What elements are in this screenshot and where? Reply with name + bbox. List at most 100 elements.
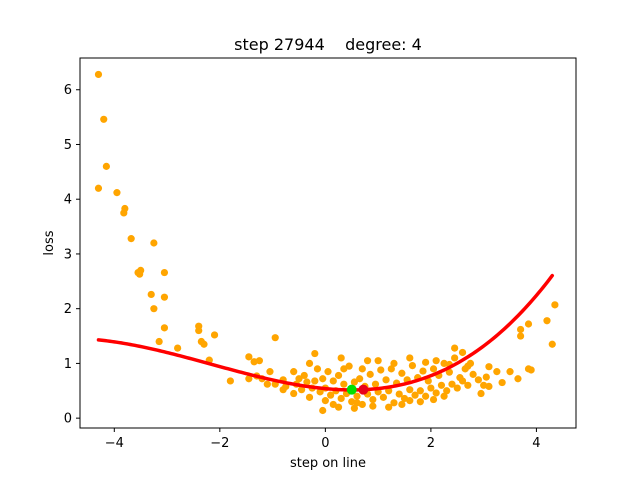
fit-curve xyxy=(96,273,555,392)
scatter-point xyxy=(305,393,314,401)
scatter-point xyxy=(350,404,358,412)
scatter-point xyxy=(448,380,456,388)
scatter-point xyxy=(150,305,158,313)
scatter-point xyxy=(363,357,372,365)
scatter-point xyxy=(416,398,424,406)
y-tick-label: 1 xyxy=(64,357,72,372)
scatter-point xyxy=(543,317,551,325)
scatter-point xyxy=(374,357,382,365)
scatter-point xyxy=(422,392,430,400)
scatter-point xyxy=(324,368,332,376)
scatter-point xyxy=(395,390,403,398)
scatter-point xyxy=(411,391,419,399)
scatter-point xyxy=(113,189,121,197)
scatter-point xyxy=(100,115,108,123)
scatter-point xyxy=(329,400,337,409)
scatter-point xyxy=(517,332,525,340)
scatter-point xyxy=(445,368,453,376)
axes-frame xyxy=(79,57,577,429)
scatter-point xyxy=(279,386,287,394)
fit-minimum-marker xyxy=(358,384,369,395)
scatter-point xyxy=(422,358,430,366)
y-tick-label: 6 xyxy=(64,83,72,98)
x-axis-ticks: −4 −2 0 2 4 xyxy=(105,428,541,451)
scatter-point xyxy=(313,365,322,373)
scatter-point xyxy=(485,382,493,390)
scatter-point xyxy=(382,376,390,384)
scatter-point xyxy=(298,386,306,394)
scatter-point xyxy=(498,378,506,387)
scatter-point xyxy=(406,386,414,394)
scatter-point xyxy=(327,391,335,399)
scatter-point xyxy=(160,324,169,332)
scatter-point xyxy=(385,403,393,411)
scatter-point xyxy=(200,340,208,348)
scatter-point xyxy=(353,399,361,407)
chart-title: step 27944 degree: 4 xyxy=(234,35,422,54)
scatter-point xyxy=(245,353,253,361)
x-tick-label: −4 xyxy=(105,436,124,451)
scatter-point xyxy=(466,359,475,368)
scatter-point xyxy=(482,373,490,381)
scatter-point xyxy=(432,357,440,365)
scatter-point xyxy=(102,162,110,170)
scatter-point xyxy=(160,293,169,301)
y-axis-ticks: 0 1 2 3 4 5 6 xyxy=(64,83,80,427)
scatter-point xyxy=(377,366,385,374)
scatter-point xyxy=(195,326,203,335)
current-point-marker xyxy=(346,384,357,395)
scatter-point xyxy=(356,375,364,383)
scatter-point xyxy=(398,369,406,377)
scatter-point xyxy=(337,394,345,403)
scatter-point xyxy=(136,270,144,278)
scatter-point xyxy=(387,365,395,373)
scatter-point xyxy=(266,368,274,376)
scatter-point xyxy=(120,209,128,217)
scatter-point xyxy=(311,349,319,358)
y-tick-label: 5 xyxy=(64,138,72,153)
scatter-point xyxy=(127,235,135,243)
scatter-point xyxy=(464,381,472,389)
scatter-point xyxy=(94,70,103,79)
scatter-point xyxy=(94,184,103,192)
scatter-point xyxy=(514,375,522,383)
scatter-point xyxy=(334,371,343,380)
scatter-point xyxy=(524,320,533,328)
scatter-point xyxy=(353,392,361,400)
scatter-point xyxy=(369,395,377,404)
scatter-point xyxy=(271,334,279,342)
scatter-point xyxy=(517,325,525,334)
scatter-point xyxy=(155,337,163,346)
scatter-point xyxy=(443,387,451,395)
scatter-point xyxy=(458,377,467,385)
scatter-point xyxy=(319,406,327,415)
scatter-point xyxy=(485,363,493,371)
plot-area xyxy=(94,70,559,415)
scatter-point xyxy=(474,376,482,384)
y-tick-label: 4 xyxy=(64,193,72,208)
scatter-point xyxy=(303,378,311,386)
scatter-point xyxy=(226,377,234,385)
scatter-point xyxy=(210,331,219,339)
scatter-point xyxy=(551,301,559,309)
scatter-point xyxy=(440,392,448,400)
scatter-point xyxy=(345,362,353,370)
scatter-point xyxy=(506,368,514,376)
scatter-point xyxy=(419,367,427,375)
scatter-point xyxy=(305,359,314,368)
scatter-point xyxy=(432,389,440,397)
scatter-point xyxy=(150,239,158,247)
scatter-point xyxy=(147,290,155,299)
scatter-point xyxy=(390,399,398,407)
scatter-point xyxy=(316,388,324,396)
scatter-point xyxy=(398,400,406,409)
scatter-point xyxy=(416,387,424,395)
scatter-point xyxy=(469,370,477,378)
scatter-point xyxy=(295,375,303,383)
scatter-point xyxy=(319,375,327,383)
scatter-point xyxy=(174,344,182,352)
scatter-point xyxy=(290,389,298,398)
scatter-point xyxy=(358,365,366,373)
scatter-point xyxy=(337,354,345,362)
scatter-point xyxy=(350,378,358,386)
